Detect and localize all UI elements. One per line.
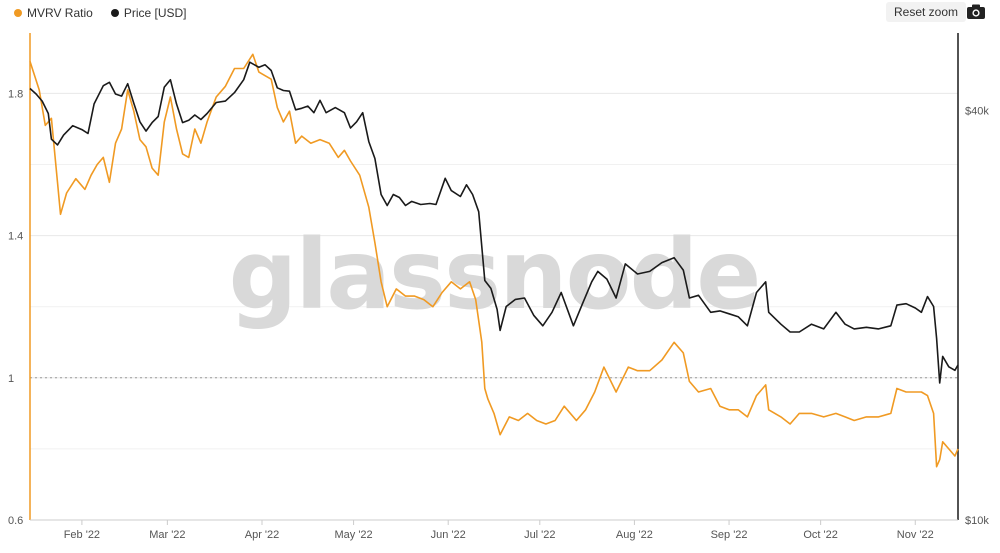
legend-label-price: Price [USD] bbox=[123, 6, 187, 20]
x-tick-label: Oct '22 bbox=[803, 529, 838, 541]
x-tick-label: Feb '22 bbox=[64, 529, 100, 541]
series-layer bbox=[29, 53, 959, 468]
x-tick-label: Apr '22 bbox=[245, 529, 280, 541]
y-left-tick-label: 1.4 bbox=[8, 231, 23, 243]
x-tick-label: Mar '22 bbox=[149, 529, 185, 541]
legend-item-mvrv[interactable]: MVRV Ratio bbox=[14, 6, 93, 20]
x-tick-label: Jun '22 bbox=[431, 529, 466, 541]
glassnode-watermark: glassnode bbox=[229, 219, 760, 331]
mvrv-series-line bbox=[29, 53, 959, 468]
price-series-line bbox=[29, 61, 959, 384]
axes-layer bbox=[29, 33, 959, 521]
y-left-tick-label: 0.6 bbox=[8, 515, 23, 527]
price-legend-dot bbox=[110, 9, 119, 17]
camera-icon[interactable] bbox=[966, 3, 986, 21]
chart-legend: MVRV Ratio Price [USD] bbox=[14, 6, 187, 20]
x-tick-label: Jul '22 bbox=[524, 529, 555, 541]
y-left-tick-label: 1 bbox=[8, 373, 14, 385]
reset-zoom-button[interactable]: Reset zoom bbox=[886, 2, 967, 22]
mvrv-legend-dot bbox=[14, 9, 22, 17]
legend-label-mvrv: MVRV Ratio bbox=[27, 6, 93, 20]
y-right-tick-label: $10k bbox=[965, 515, 989, 527]
y-right-tick-label: $40k bbox=[965, 106, 989, 118]
x-tick-label: May '22 bbox=[334, 529, 372, 541]
y-left-tick-label: 1.8 bbox=[8, 88, 23, 100]
x-tick-label: Sep '22 bbox=[711, 529, 748, 541]
x-tick-label: Aug '22 bbox=[616, 529, 653, 541]
tick-layer: 0.6 1 1.4 1.8 $10k $40k Feb '22 Mar '22 Apr '22 M… bbox=[8, 88, 989, 541]
legend-item-price[interactable]: Price [USD] bbox=[110, 6, 187, 20]
x-tick-label: Nov '22 bbox=[897, 529, 934, 541]
